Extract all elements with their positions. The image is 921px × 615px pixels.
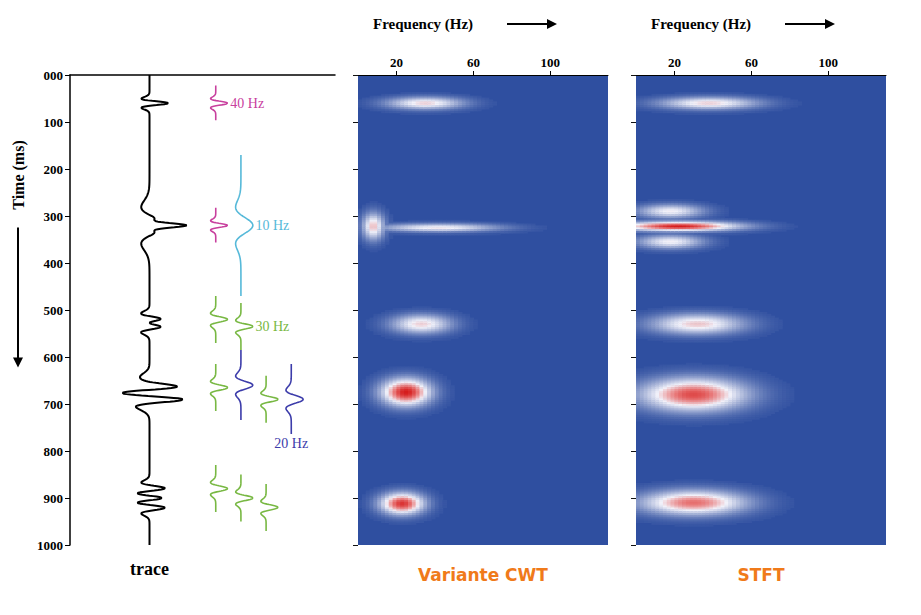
svg-text:500: 500: [44, 303, 64, 318]
svg-text:trace: trace: [130, 559, 169, 579]
svg-text:1000: 1000: [37, 538, 63, 553]
svg-text:60: 60: [745, 55, 758, 70]
svg-text:40 Hz: 40 Hz: [230, 96, 264, 111]
svg-text:20: 20: [390, 55, 403, 70]
svg-text:20: 20: [668, 55, 681, 70]
svg-text:700: 700: [44, 397, 64, 412]
svg-text:400: 400: [44, 256, 64, 271]
svg-text:900: 900: [44, 491, 64, 506]
svg-text:60: 60: [467, 55, 480, 70]
svg-text:100: 100: [541, 55, 561, 70]
svg-text:300: 300: [44, 209, 64, 224]
svg-text:000: 000: [44, 68, 64, 83]
svg-text:800: 800: [44, 444, 64, 459]
svg-text:Variante CWT: Variante CWT: [418, 565, 548, 585]
svg-text:100: 100: [819, 55, 839, 70]
svg-text:10 Hz: 10 Hz: [256, 218, 290, 233]
svg-text:20 Hz: 20 Hz: [274, 436, 308, 451]
svg-text:30 Hz: 30 Hz: [256, 319, 290, 334]
svg-text:Frequency (Hz): Frequency (Hz): [373, 16, 473, 33]
svg-text:Time (ms): Time (ms): [10, 140, 28, 209]
svg-text:STFT: STFT: [737, 565, 784, 585]
svg-text:200: 200: [44, 162, 64, 177]
svg-text:600: 600: [44, 350, 64, 365]
svg-text:Frequency (Hz): Frequency (Hz): [651, 16, 751, 33]
svg-text:100: 100: [44, 115, 64, 130]
